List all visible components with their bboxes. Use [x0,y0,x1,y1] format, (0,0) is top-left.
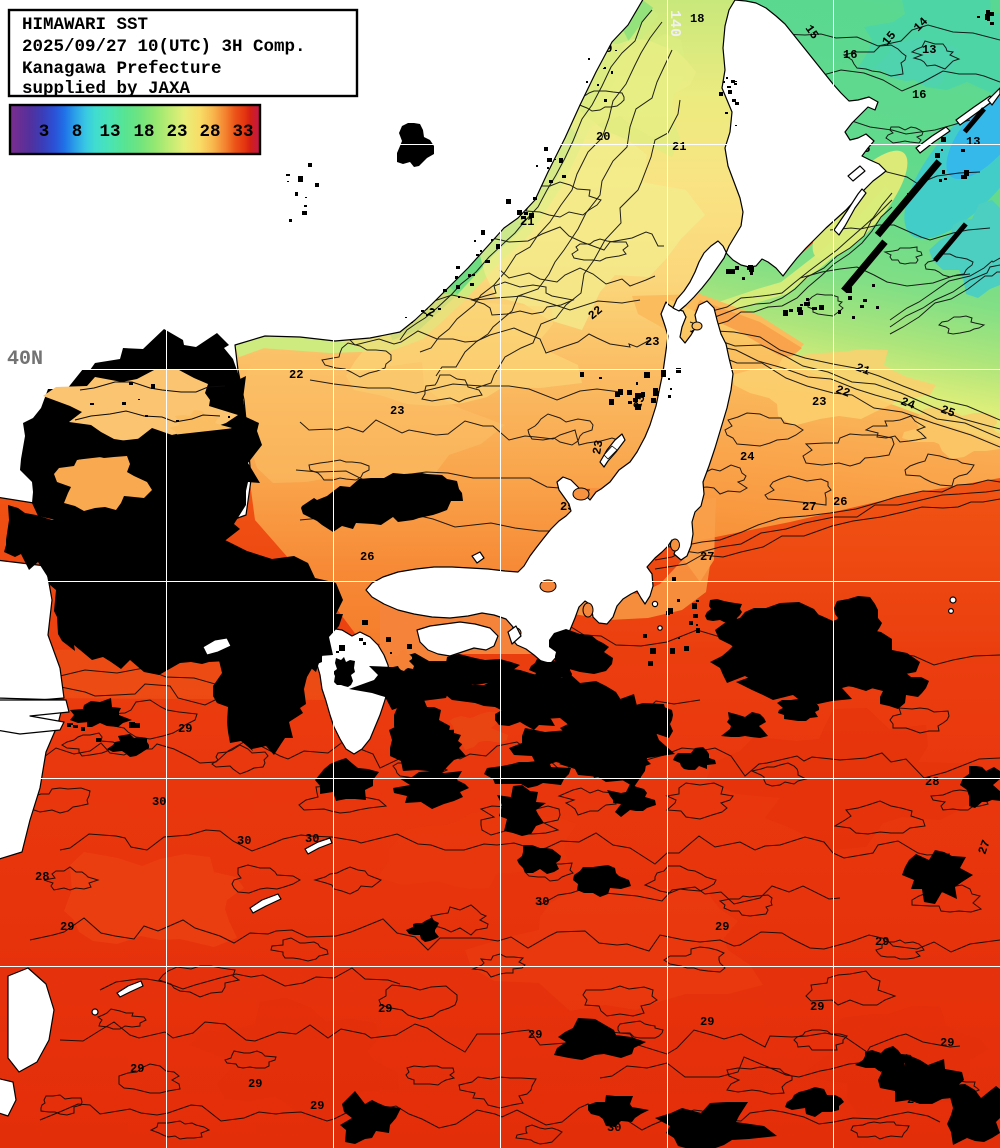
svg-text:16: 16 [843,48,857,62]
svg-text:13: 13 [966,135,980,149]
svg-text:29: 29 [700,1015,714,1029]
svg-text:23: 23 [812,395,826,409]
svg-text:21: 21 [672,140,686,154]
svg-text:22: 22 [834,383,852,401]
svg-text:8: 8 [72,122,83,142]
svg-text:40N: 40N [7,348,43,371]
svg-text:29: 29 [378,1002,392,1016]
svg-text:33: 33 [232,122,253,142]
svg-text:20: 20 [596,130,610,144]
svg-text:23: 23 [645,335,659,349]
svg-text:25: 25 [939,403,957,421]
svg-text:28: 28 [35,870,49,884]
svg-text:18: 18 [133,122,154,142]
svg-text:15: 15 [802,22,822,42]
svg-text:26: 26 [833,495,847,509]
svg-text:16: 16 [912,88,926,102]
svg-text:supplied by JAXA: supplied by JAXA [22,79,191,99]
svg-text:29: 29 [715,920,729,934]
svg-text:23: 23 [390,404,404,418]
svg-text:29: 29 [875,935,889,949]
svg-text:29: 29 [248,1077,262,1091]
svg-text:22: 22 [289,368,303,382]
svg-text:28: 28 [925,775,939,789]
svg-text:29: 29 [528,1028,542,1042]
svg-text:24: 24 [740,450,754,464]
svg-text:23: 23 [590,439,606,456]
svg-text:27: 27 [802,500,816,514]
svg-text:30: 30 [535,895,549,909]
svg-text:13: 13 [99,122,120,142]
svg-text:29: 29 [178,722,192,736]
svg-text:30: 30 [305,832,319,846]
svg-text:23: 23 [166,122,187,142]
svg-text:27: 27 [976,838,994,856]
svg-text:26: 26 [360,550,374,564]
svg-text:13: 13 [922,43,936,57]
svg-text:27: 27 [700,550,714,564]
svg-text:29: 29 [130,1062,144,1076]
svg-text:2025/09/27 10(UTC) 3H Comp.: 2025/09/27 10(UTC) 3H Comp. [22,37,306,57]
svg-text:29: 29 [60,920,74,934]
svg-text:29: 29 [310,1099,324,1113]
svg-text:24: 24 [899,395,917,413]
svg-text:28: 28 [199,122,220,142]
svg-text:3: 3 [39,122,50,142]
svg-text:140: 140 [666,10,683,37]
svg-text:HIMAWARI SST: HIMAWARI SST [22,15,148,35]
svg-text:18: 18 [690,12,704,26]
svg-text:30: 30 [237,834,251,848]
svg-text:29: 29 [940,1036,954,1050]
svg-text:29: 29 [810,1000,824,1014]
svg-text:Kanagawa Prefecture: Kanagawa Prefecture [22,59,222,79]
svg-text:30: 30 [152,795,166,809]
